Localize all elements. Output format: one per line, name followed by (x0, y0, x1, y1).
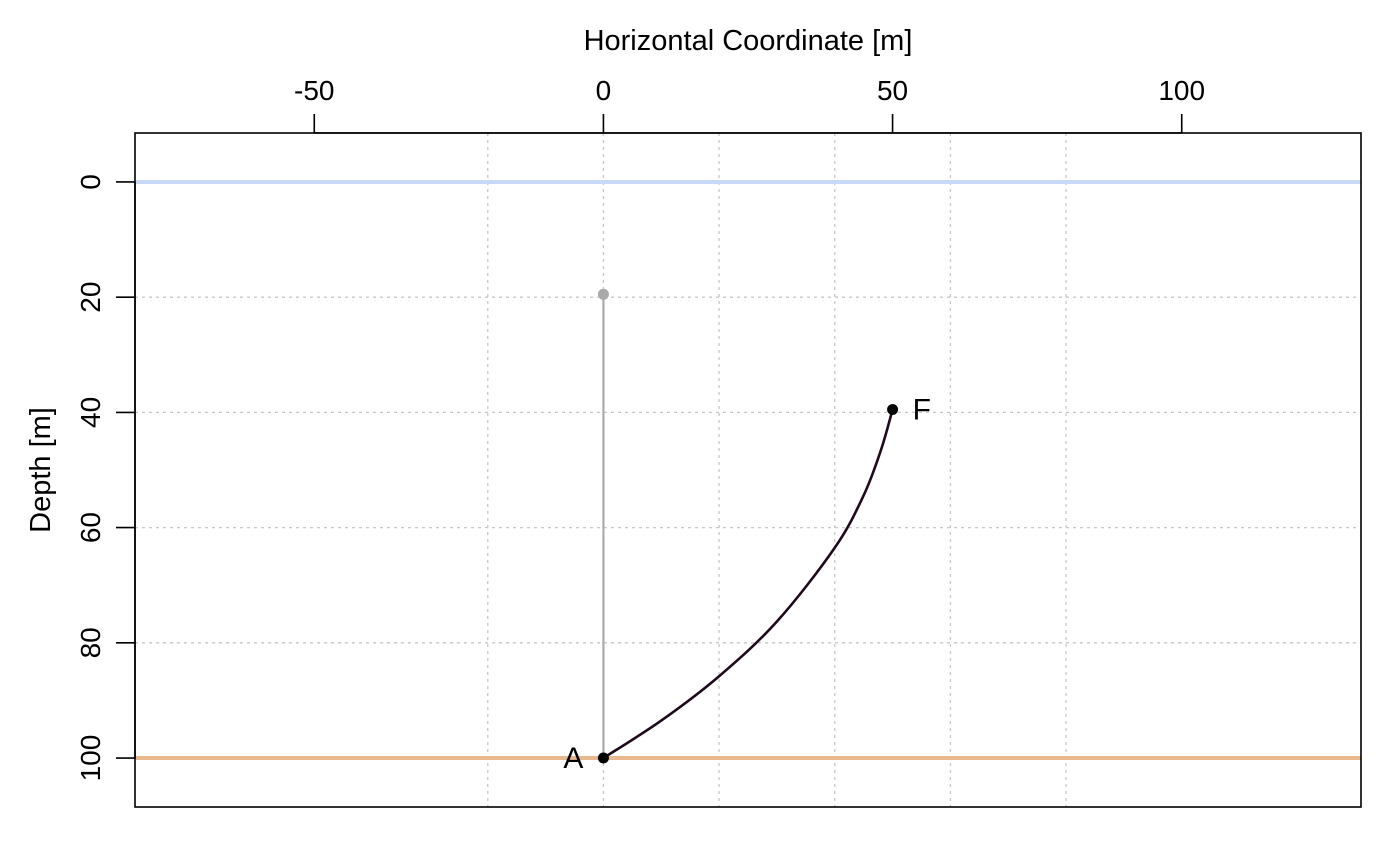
point-a-label: A (563, 742, 583, 775)
x-tick-label: -50 (294, 75, 334, 106)
y-tick-label: 100 (75, 735, 106, 782)
y-tick-label: 40 (75, 397, 106, 428)
x-axis-title: Horizontal Coordinate [m] (584, 25, 913, 57)
reference-lines (135, 179, 1361, 761)
y-tick-label: 60 (75, 512, 106, 543)
x-tick-label: 100 (1158, 75, 1205, 106)
point-a-marker (597, 752, 609, 764)
y-tick-label: 0 (75, 174, 106, 190)
x-axis: -50 0 50 100 (294, 75, 1205, 134)
x-tick-label: 50 (877, 75, 908, 106)
y-axis: 0 20 40 60 80 100 (75, 174, 136, 782)
y-tick-label: 20 (75, 282, 106, 313)
plot-frame (134, 132, 1362, 808)
points: AF (563, 288, 931, 775)
point-top-marker (597, 288, 609, 300)
point-f-label: F (913, 394, 931, 427)
path-series-line (602, 409, 894, 760)
series (602, 294, 894, 760)
x-tick-label: 0 (596, 75, 612, 106)
point-f-marker (887, 404, 899, 416)
y-axis-title: Depth [m] (25, 407, 57, 533)
y-tick-label: 80 (75, 627, 106, 658)
grid (135, 133, 1361, 807)
